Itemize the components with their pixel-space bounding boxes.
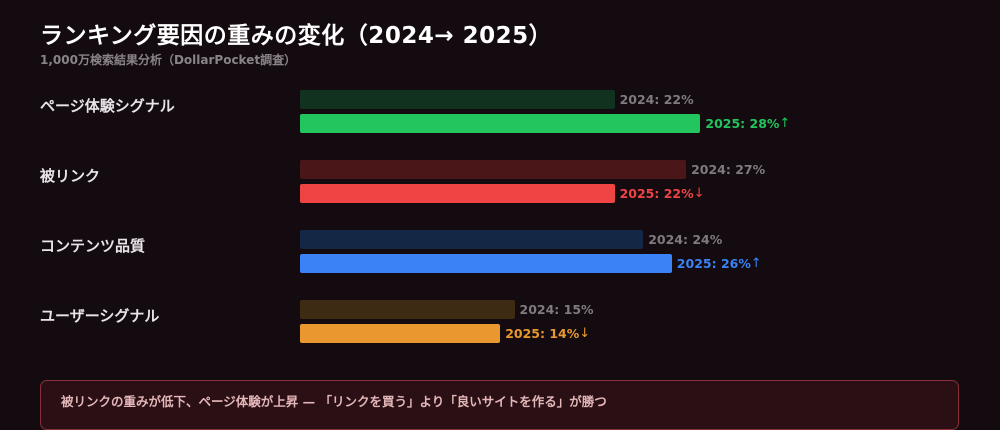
bar-2024 — [300, 90, 615, 109]
value-label-2024: 2024: 22% — [619, 92, 694, 107]
bar-2024 — [300, 160, 687, 179]
trend-down-icon: ↓ — [579, 326, 591, 341]
chart-title: ランキング要因の重みの変化（2024→ 2025） — [40, 23, 553, 49]
bar-2024 — [300, 230, 644, 249]
value-label-2025: 2025: 22% — [619, 186, 694, 201]
value-label-2024: 2024: 24% — [648, 232, 723, 247]
value-label-2025: 2025: 26% — [676, 256, 751, 271]
category-label: コンテンツ品質 — [40, 237, 146, 255]
chart-subtitle: 1,000万検索結果分析（DollarPocket調査） — [40, 53, 297, 67]
bar-2024 — [300, 300, 515, 319]
category-label: 被リンク — [40, 167, 101, 185]
category-label: ユーザーシグナル — [40, 307, 160, 325]
bar-2025 — [300, 324, 501, 343]
bar-2025 — [300, 254, 672, 273]
value-label-2025: 2025: 28% — [705, 116, 780, 131]
value-label-2024: 2024: 27% — [691, 162, 766, 177]
trend-down-icon: ↓ — [693, 186, 705, 201]
value-label-2025: 2025: 14% — [505, 326, 580, 341]
category-label: ページ体験シグナル — [40, 97, 175, 115]
value-label-2024: 2024: 15% — [519, 302, 594, 317]
trend-up-icon: ↑ — [779, 116, 791, 131]
footer-note: 被リンクの重みが低下、ページ体験が上昇 — 「リンクを買う」より「良いサイトを作… — [40, 380, 959, 430]
bar-2025 — [300, 114, 701, 133]
trend-up-icon: ↑ — [750, 256, 762, 271]
bar-2025 — [300, 184, 615, 203]
bar-chart: ページ体験シグナル 2024: 22% 2025: 28% ↑ 被リンク 2024: 27… — [40, 90, 791, 343]
